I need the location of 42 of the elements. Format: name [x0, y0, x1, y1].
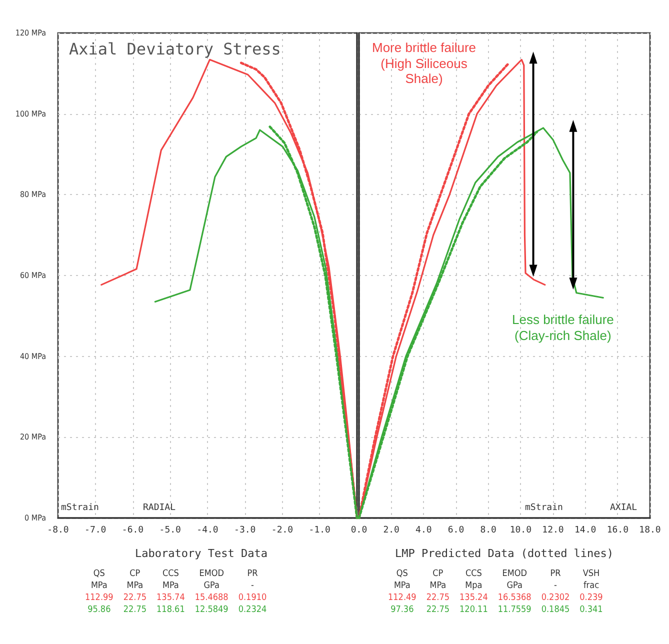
- x-tick-label: -1.0: [308, 526, 330, 536]
- y-tick-label: 100 MPa: [15, 109, 46, 118]
- annotation: RADIAL: [143, 503, 176, 514]
- y-tick-label: 60 MPa: [20, 271, 46, 280]
- x-tick-label: -3.0: [234, 526, 256, 536]
- text: 97.36 22.75 120.11 11.7559 0.1845 0.341: [390, 605, 603, 615]
- text: 95.86 22.75 118.61 12.5849 0.2324: [88, 605, 267, 615]
- annotation: More brittle failure (High Siliceous Shale): [372, 40, 476, 87]
- y-tick-label: 0 MPa: [24, 514, 46, 522]
- x-tick-label: 6.0: [448, 526, 464, 536]
- y-tick-label: 80 MPa: [20, 190, 46, 200]
- annotation: mStrain: [61, 503, 99, 514]
- x-tick-label: -6.0: [122, 526, 144, 536]
- text: MPa MPa Mpa GPa - frac: [394, 581, 600, 591]
- chart-title: Axial Deviatory Stress: [69, 40, 281, 58]
- annotation: Less brittle failure (Clay-rich Shale): [512, 312, 614, 344]
- annotation: AXIAL: [610, 503, 638, 514]
- x-tick-label: -7.0: [84, 526, 106, 536]
- x-tick-label: 14.0: [574, 526, 596, 536]
- x-tick-label: 0.0: [350, 526, 368, 536]
- text: MPa MPa MPa GPa -: [90, 581, 254, 591]
- x-tick-label: -8.0: [47, 526, 69, 536]
- x-tick-label: 2.0: [383, 526, 400, 536]
- text: 112.99 22.75 135.74 15.4688 0.1910: [84, 592, 268, 604]
- x-tick-label: 10.0: [510, 526, 532, 536]
- y-tick-label: 40 MPa: [20, 352, 46, 361]
- x-tick-label: 12.0: [542, 526, 564, 536]
- x-tick-label: 4.0: [416, 526, 432, 536]
- x-tick-label: -4.0: [196, 526, 218, 536]
- text: QS CP CCS EMOD PR VSH: [396, 569, 600, 579]
- y-tick-label: 20 MPa: [20, 432, 46, 442]
- text: 112.49 22.75 135.24 16.5368 0.2302 0.239: [387, 592, 604, 604]
- text: LMP Predicted Data (dotted lines): [395, 547, 614, 560]
- annotation: mStrain: [525, 503, 563, 514]
- text: Laboratory Test Data: [135, 547, 268, 560]
- x-tick-label: 18.0: [639, 526, 661, 536]
- x-tick-label: -5.0: [159, 526, 181, 536]
- x-tick-label: 16.0: [606, 526, 629, 536]
- x-tick-label: -2.0: [271, 526, 294, 536]
- text: QS CP CCS EMOD PR: [93, 569, 258, 579]
- x-tick-label: 8.0: [480, 526, 496, 536]
- y-tick-label: 120 MPa: [15, 28, 46, 38]
